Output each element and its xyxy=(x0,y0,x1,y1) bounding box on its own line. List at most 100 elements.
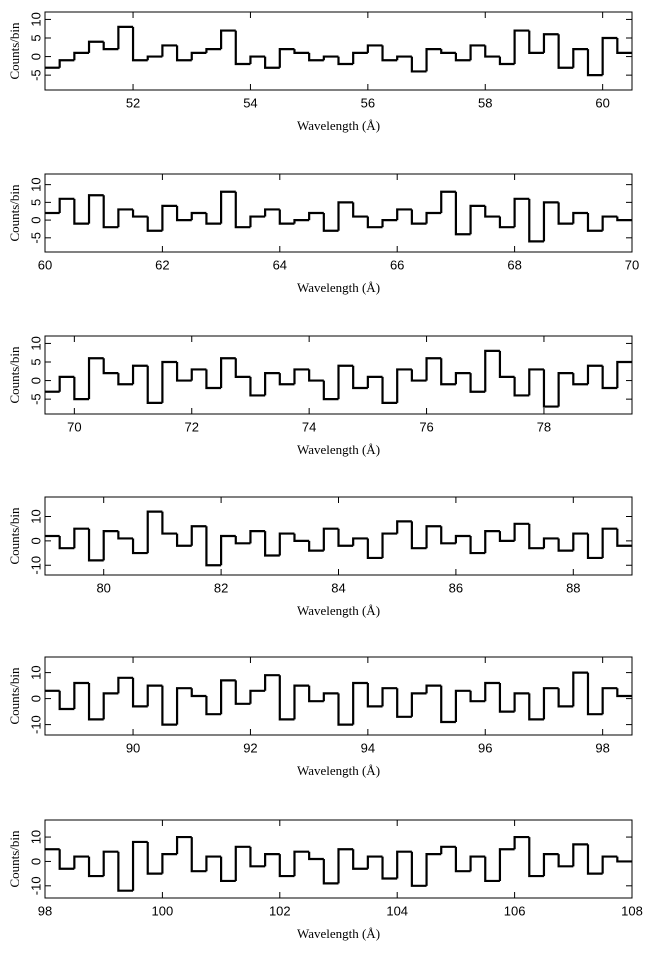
histogram-step xyxy=(572,48,588,68)
histogram-step xyxy=(175,205,192,222)
histogram-step xyxy=(528,693,544,721)
histogram-step xyxy=(454,534,471,544)
histogram-step xyxy=(146,365,163,404)
histogram-step xyxy=(528,368,544,396)
histogram-step xyxy=(293,533,310,542)
y-axis-label: Counts/bin xyxy=(7,507,22,565)
histogram-step xyxy=(440,526,456,545)
histogram-step xyxy=(425,48,442,72)
y-tick-label: 10 xyxy=(28,665,43,679)
histogram-step xyxy=(396,208,412,221)
histogram-step xyxy=(117,676,134,694)
histogram-step xyxy=(102,850,119,877)
histogram-step xyxy=(484,349,500,392)
histogram-step xyxy=(352,51,368,64)
histogram-step xyxy=(190,837,207,873)
histogram-step xyxy=(322,213,339,232)
y-axis-label: Counts/bin xyxy=(7,346,22,404)
histogram-step xyxy=(513,376,530,397)
histogram-step xyxy=(601,855,618,874)
x-tick-label: 62 xyxy=(155,257,169,272)
histogram-step xyxy=(410,692,427,717)
histogram-step xyxy=(498,531,515,542)
histogram-step xyxy=(190,688,207,698)
histogram-step xyxy=(87,856,104,878)
histogram-step xyxy=(396,368,412,403)
histogram-step xyxy=(352,681,368,725)
histogram-step xyxy=(586,533,603,560)
histogram-step xyxy=(278,675,295,721)
histogram-step xyxy=(572,532,588,551)
histogram-step xyxy=(117,373,134,386)
histogram-step xyxy=(322,380,339,401)
x-tick-label: 78 xyxy=(537,419,551,434)
histogram-step xyxy=(146,55,163,61)
histogram-step xyxy=(425,211,442,224)
x-tick-label: 102 xyxy=(269,903,291,918)
x-tick-label: 60 xyxy=(38,257,52,272)
histogram-step xyxy=(205,48,222,53)
y-tick-label: 0 xyxy=(28,377,43,384)
histogram-step xyxy=(557,372,574,407)
plot-frame xyxy=(44,335,633,415)
histogram-step xyxy=(87,528,104,562)
histogram-step xyxy=(381,376,398,404)
histogram-step xyxy=(293,850,310,877)
x-tick-label: 92 xyxy=(243,740,257,755)
histogram-step xyxy=(264,853,280,867)
histogram-step xyxy=(249,689,266,704)
histogram-step xyxy=(73,198,90,225)
histogram-step xyxy=(410,851,427,887)
histogram-step xyxy=(102,530,119,561)
histogram-step xyxy=(117,25,134,50)
histogram-step xyxy=(264,208,280,217)
y-tick-label: -5 xyxy=(28,69,43,81)
histogram-step xyxy=(542,537,559,549)
histogram-step xyxy=(381,218,398,228)
histogram-step xyxy=(586,672,603,716)
histogram-step xyxy=(322,55,339,61)
histogram-step xyxy=(205,855,222,872)
histogram-step xyxy=(616,856,632,863)
y-tick-label: 10 xyxy=(28,509,43,523)
histogram-step xyxy=(308,211,324,221)
y-tick-label: 0 xyxy=(28,858,43,865)
histogram-step xyxy=(381,856,398,880)
histogram-step xyxy=(425,853,442,886)
histogram-step xyxy=(278,48,295,68)
histogram-step xyxy=(542,853,559,877)
x-tick-label: 56 xyxy=(361,95,375,110)
histogram-step xyxy=(190,211,207,221)
histogram-step xyxy=(498,56,515,66)
histogram-step xyxy=(161,511,178,535)
histogram-step xyxy=(616,528,632,547)
histogram-step xyxy=(469,855,486,872)
histogram-step xyxy=(220,29,236,50)
histogram-step xyxy=(410,521,427,550)
x-axis-label: Wavelength (Å) xyxy=(297,280,380,295)
histogram-step xyxy=(220,190,236,224)
y-tick-label: -5 xyxy=(28,232,43,244)
histogram-step xyxy=(87,194,104,224)
y-tick-label: 0 xyxy=(28,695,43,702)
histogram-step xyxy=(249,376,266,397)
histogram-step xyxy=(586,844,603,875)
histogram-step xyxy=(205,369,222,390)
histogram-step xyxy=(454,372,471,385)
x-tick-label: 76 xyxy=(419,419,433,434)
histogram-step xyxy=(220,856,236,883)
x-tick-label: 66 xyxy=(390,257,404,272)
histogram-step xyxy=(322,692,339,702)
x-tick-label: 86 xyxy=(449,580,463,595)
histogram-step xyxy=(601,365,618,390)
histogram-step xyxy=(366,855,383,869)
histogram-step xyxy=(601,687,618,715)
histogram-step xyxy=(58,197,75,213)
histogram-step xyxy=(205,526,222,567)
histogram-step xyxy=(440,685,456,724)
x-tick-label: 106 xyxy=(504,903,526,918)
y-tick-label: 10 xyxy=(28,336,43,350)
histogram-step xyxy=(234,358,251,378)
histogram-step xyxy=(396,520,412,534)
